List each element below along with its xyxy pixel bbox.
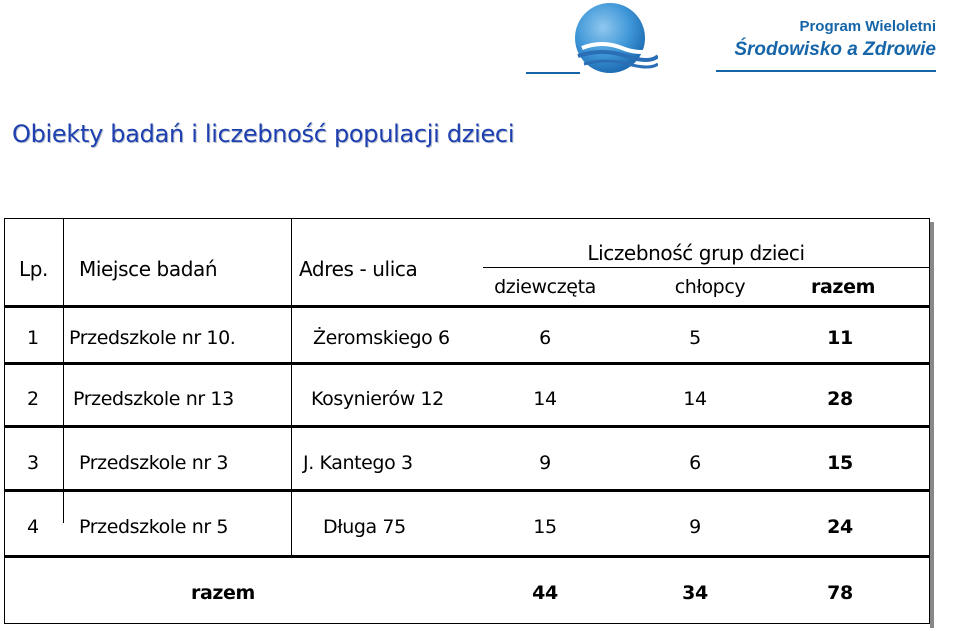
header-boys: chłopcy [674, 276, 746, 298]
col-divider [63, 219, 64, 523]
row2-lp: 2 [27, 388, 39, 410]
subheader-divider [483, 267, 929, 268]
program-brand: Program Wieloletni Środowisko a Zdrowie [734, 18, 936, 61]
summary-label: razem [191, 582, 255, 604]
row2-address: Kosynierów 12 [311, 388, 444, 410]
row3-boys: 6 [689, 452, 701, 474]
row4-boys: 9 [689, 516, 701, 538]
row1-total: 11 [827, 327, 853, 349]
header-divider [5, 305, 929, 308]
row3-place: Przedszkole nr 3 [79, 452, 229, 474]
program-name-line1: Program Wieloletni [799, 18, 936, 35]
program-name-line2: Środowisko a Zdrowie [734, 39, 936, 60]
header-total: razem [811, 276, 875, 298]
globe-waves-logo [526, 3, 658, 74]
row3-address: J. Kantego 3 [303, 452, 413, 474]
header-lp: Lp. [19, 257, 48, 281]
page-title: Obiekty badań i liczebność populacji dzi… [12, 120, 515, 148]
row-divider [5, 555, 929, 558]
row4-place: Przedszkole nr 5 [79, 516, 229, 538]
summary-boys: 34 [682, 582, 708, 604]
row4-address: Długa 75 [323, 516, 406, 538]
row1-boys: 5 [689, 327, 701, 349]
header-place: Miejsce badań [79, 257, 218, 281]
row1-place: Przedszkole nr 10. [69, 327, 236, 349]
row2-girls: 14 [533, 388, 557, 410]
population-table: Lp. Miejsce badań Adres - ulica Liczebno… [4, 218, 930, 624]
row3-total: 15 [827, 452, 853, 474]
summary-total: 78 [827, 582, 853, 604]
summary-girls: 44 [532, 582, 558, 604]
row2-place: Przedszkole nr 13 [73, 388, 234, 410]
col-divider [291, 219, 292, 557]
header-address: Adres - ulica [299, 257, 418, 281]
row-divider [5, 425, 929, 428]
header-girls: dziewczęta [494, 276, 596, 298]
row4-total: 24 [827, 516, 853, 538]
row3-lp: 3 [27, 452, 39, 474]
row4-lp: 4 [27, 516, 39, 538]
row4-girls: 15 [533, 516, 557, 538]
row-divider [5, 362, 929, 365]
row1-lp: 1 [27, 327, 39, 349]
header-group: Liczebność grup dzieci [587, 241, 805, 265]
table-shadow [930, 222, 934, 628]
row-divider [5, 489, 929, 492]
row1-address: Żeromskiego 6 [313, 327, 450, 349]
brand-underline [716, 70, 936, 72]
row1-girls: 6 [539, 327, 551, 349]
row2-boys: 14 [683, 388, 707, 410]
row2-total: 28 [827, 388, 853, 410]
row3-girls: 9 [539, 452, 551, 474]
